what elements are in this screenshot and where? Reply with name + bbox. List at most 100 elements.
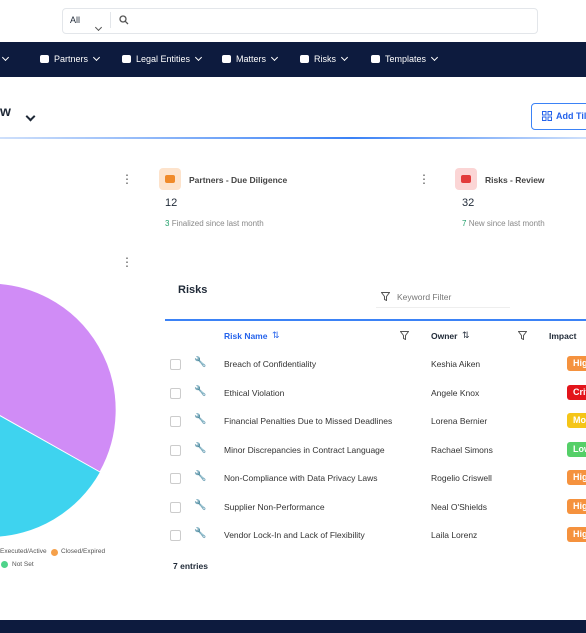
nav-chevron (340, 53, 349, 62)
nav-icon (122, 55, 131, 63)
nav-item[interactable]: Partners (40, 53, 101, 64)
nav-label: Legal Entities (136, 54, 191, 64)
card-delta: 3 (165, 219, 170, 228)
risk-owner: Laila Lorenz (431, 530, 478, 540)
card-count: 12 (165, 197, 178, 209)
grid-icon (542, 111, 552, 121)
kebab[interactable]: ⋮ (121, 255, 133, 269)
wrench-icon[interactable]: 🔧 (194, 385, 207, 397)
pie-chart (0, 282, 117, 537)
impact-badge: Low (567, 441, 586, 457)
risk-owner: Rachael Simons (431, 444, 493, 455)
row-checkbox[interactable] (170, 444, 181, 456)
search-icon (119, 15, 129, 25)
nav-chevron (270, 53, 279, 62)
add-tile-label: Add Til (556, 111, 586, 121)
divider (110, 12, 111, 28)
legend-label: Not Set (12, 561, 34, 568)
card-note-text: New since last month (468, 219, 545, 228)
kebab[interactable]: ⋮ (418, 172, 430, 186)
nav-chevron (195, 53, 203, 62)
sort-icon[interactable]: ⇅ (272, 330, 280, 340)
filter-placeholder: Keyword Filter (397, 292, 452, 302)
nav-label: Partners (54, 54, 89, 64)
impact-badge: Critic (567, 384, 586, 400)
card-note: 3 Finalized since last month (165, 219, 264, 228)
legend-label: Closed/Expired (61, 548, 106, 555)
risk-name[interactable]: Financial Penalties Due to Missed Deadli… (224, 416, 393, 426)
card-delta: 7 (462, 219, 467, 228)
footer-bar (0, 620, 586, 633)
table-title: Risks (178, 284, 208, 296)
nav-item[interactable]: Risks (300, 53, 349, 64)
column-header[interactable]: Impact (549, 331, 577, 341)
nav-label: Templates (385, 54, 427, 64)
keyword-filter[interactable] (376, 285, 510, 308)
risk-owner: Rogelio Criswell (431, 473, 492, 483)
risk-name[interactable]: Minor Discrepancies in Contract Language (224, 444, 385, 455)
wrench-icon[interactable]: 🔧 (194, 528, 207, 539)
card-count: 32 (462, 197, 475, 209)
table-rule (165, 319, 586, 321)
legend-label: Executed/Active (0, 548, 47, 555)
pie-slice (0, 415, 100, 537)
nav-item[interactable]: Templates (371, 53, 439, 64)
impact-badge: Hig (567, 527, 586, 542)
card-icon-glyph (461, 175, 471, 183)
risk-name[interactable]: Supplier Non-Performance (224, 501, 325, 512)
row-checkbox[interactable] (170, 530, 181, 541)
risk-owner: Lorena Bernier (431, 416, 488, 426)
risk-name[interactable]: Breach of Confidentiality (224, 359, 317, 369)
impact-badge: Hig (567, 356, 586, 371)
row-checkbox[interactable] (170, 416, 181, 427)
sort-icon[interactable]: ⇅ (462, 330, 470, 340)
nav-bar: s Partners Legal Entities Matters Risks Templ… (0, 42, 586, 77)
legend-dot (51, 549, 58, 556)
search-box[interactable] (62, 8, 538, 34)
entries-count: 7 entries (173, 561, 208, 571)
page-title[interactable]: w (0, 103, 11, 119)
column-header[interactable]: Risk Name (224, 331, 268, 341)
filter-icon (381, 292, 390, 301)
filter-icon[interactable] (518, 331, 527, 340)
nav-chevron (430, 53, 439, 62)
wrench-icon[interactable]: 🔧 (194, 471, 207, 482)
risk-name[interactable]: Non-Compliance with Data Privacy Laws (224, 473, 378, 483)
row-checkbox[interactable] (170, 387, 181, 399)
wrench-icon[interactable]: 🔧 (194, 442, 207, 454)
wrench-icon[interactable]: 🔧 (194, 357, 207, 368)
risk-name[interactable]: Vendor Lock-In and Lack of Flexibility (224, 530, 365, 540)
risk-owner: Neal O'Shields (431, 501, 487, 512)
nav-item[interactable]: Legal Entities (122, 53, 203, 64)
row-checkbox[interactable] (170, 473, 181, 484)
legend-dot (1, 561, 8, 568)
row-checkbox[interactable] (170, 501, 181, 513)
card-icon-glyph (165, 175, 175, 183)
risk-owner: Keshia Aiken (431, 359, 481, 369)
impact-badge: Hig (567, 498, 586, 514)
filter-icon[interactable] (400, 331, 409, 340)
nav-icon (40, 55, 49, 63)
nav-icon (371, 55, 380, 63)
nav-chevron (1, 53, 9, 62)
nav-item[interactable]: s (0, 53, 9, 64)
pie-slice (0, 282, 117, 473)
search-scope[interactable]: All (70, 15, 81, 25)
kebab[interactable]: ⋮ (121, 172, 133, 186)
card-note: 7 New since last month (462, 219, 545, 228)
nav-label: Matters (236, 54, 267, 64)
nav-icon (222, 55, 231, 63)
wrench-icon[interactable]: 🔧 (194, 499, 207, 511)
row-checkbox[interactable] (170, 359, 181, 370)
card-title: Risks - Review (485, 175, 545, 185)
wrench-icon[interactable]: 🔧 (194, 414, 207, 425)
card-note-text: Finalized since last month (171, 219, 264, 228)
column-header[interactable]: Owner (431, 331, 458, 341)
nav-chevron (92, 53, 101, 62)
risk-name[interactable]: Ethical Violation (224, 387, 285, 398)
add-tile-button[interactable] (531, 103, 586, 130)
nav-icon (300, 55, 309, 63)
nav-item[interactable]: Matters (222, 53, 279, 64)
nav-label: Risks (314, 54, 336, 64)
